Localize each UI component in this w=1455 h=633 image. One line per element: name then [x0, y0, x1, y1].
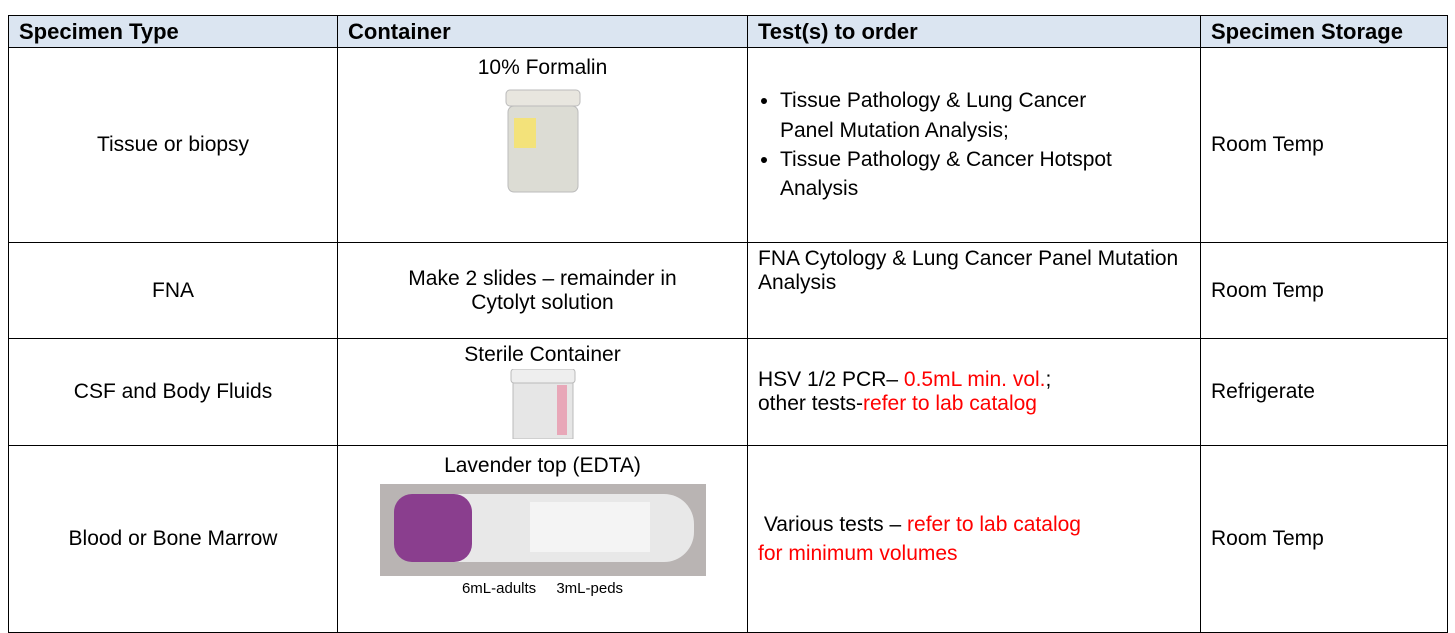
text-run: Various tests –: [758, 512, 908, 536]
type-cell: Blood or Bone Marrow: [8, 445, 338, 633]
specimen-table: Specimen Type Container Test(s) to order…: [8, 15, 1448, 633]
type-cell: FNA: [8, 242, 338, 339]
storage-cell: Room Temp: [1200, 242, 1448, 339]
tests-text: FNA Cytology & Lung Cancer Panel Mutatio…: [758, 247, 1190, 295]
type-cell: Tissue or biopsy: [8, 47, 338, 243]
tests-text: HSV 1/2 PCR– 0.5mL min. vol.; other tests…: [758, 368, 1190, 416]
test-item: Tissue Pathology & Lung Cancer Panel Mut…: [780, 86, 1120, 145]
container-cell: Lavender top (EDTA) 6mL-adults 3mL-peds: [337, 445, 748, 633]
header-row: Specimen Type Container Test(s) to order…: [8, 15, 1448, 48]
text-run: HSV 1/2 PCR–: [758, 368, 904, 391]
caption-line: 6mL-adults 3mL-peds: [348, 580, 737, 597]
sterile-container-image: [510, 369, 575, 439]
storage-cell: Room Temp: [1200, 47, 1448, 243]
row: FNA Make 2 slides – remainder in Cytolyt…: [8, 242, 1448, 339]
text-run: ;: [1045, 368, 1052, 391]
text-run: other tests-: [758, 392, 864, 415]
storage-cell: Room Temp: [1200, 445, 1448, 633]
row: Tissue or biopsy 10% Formalin Tissue Pat…: [8, 47, 1448, 243]
tests-cell: HSV 1/2 PCR– 0.5mL min. vol.; other tests…: [747, 338, 1201, 446]
header-cell: Test(s) to order: [747, 15, 1201, 48]
container-cell: Sterile Container: [337, 338, 748, 446]
text-run: FNA Cytology & Lung Cancer Panel Mutatio…: [758, 247, 1183, 294]
header-cell: Container: [337, 15, 748, 48]
tests-list: Tissue Pathology & Lung Cancer Panel Mut…: [758, 86, 1190, 204]
header-cell: Specimen Storage: [1200, 15, 1448, 48]
tests-cell: Various tests – refer to lab catalog for…: [747, 445, 1201, 633]
container-label: 10% Formalin: [477, 56, 608, 79]
storage-cell: Refrigerate: [1200, 338, 1448, 446]
row: Blood or Bone Marrow Lavender top (EDTA)…: [8, 445, 1448, 633]
text-run: refer to lab catalog: [863, 392, 1037, 415]
container-cell: Make 2 slides – remainder in Cytolyt sol…: [337, 242, 748, 339]
tests-cell: Tissue Pathology & Lung Cancer Panel Mut…: [747, 47, 1201, 243]
container-cell: 10% Formalin: [337, 47, 748, 243]
test-item: Tissue Pathology & Cancer Hotspot Analys…: [780, 145, 1120, 204]
header-cell: Specimen Type: [8, 15, 338, 48]
tests-text: Various tests – refer to lab catalog for…: [758, 510, 1098, 569]
text-run: 0.5mL min. vol.: [903, 368, 1046, 391]
tests-cell: FNA Cytology & Lung Cancer Panel Mutatio…: [747, 242, 1201, 339]
formalin-jar-image: [505, 89, 580, 193]
type-cell: CSF and Body Fluids: [8, 338, 338, 446]
lavender-tube-image: [379, 484, 706, 576]
row: CSF and Body Fluids Sterile Container HS…: [8, 338, 1448, 446]
container-label: Lavender top (EDTA): [444, 454, 641, 477]
container-label: Make 2 slides – remainder in Cytolyt sol…: [408, 266, 677, 314]
container-label: Sterile Container: [464, 343, 621, 366]
caption: 6mL-adults: [461, 580, 537, 597]
caption: 3mL-peds: [556, 580, 624, 597]
text-run: refer to lab catalog for minimum volumes: [758, 512, 1087, 565]
